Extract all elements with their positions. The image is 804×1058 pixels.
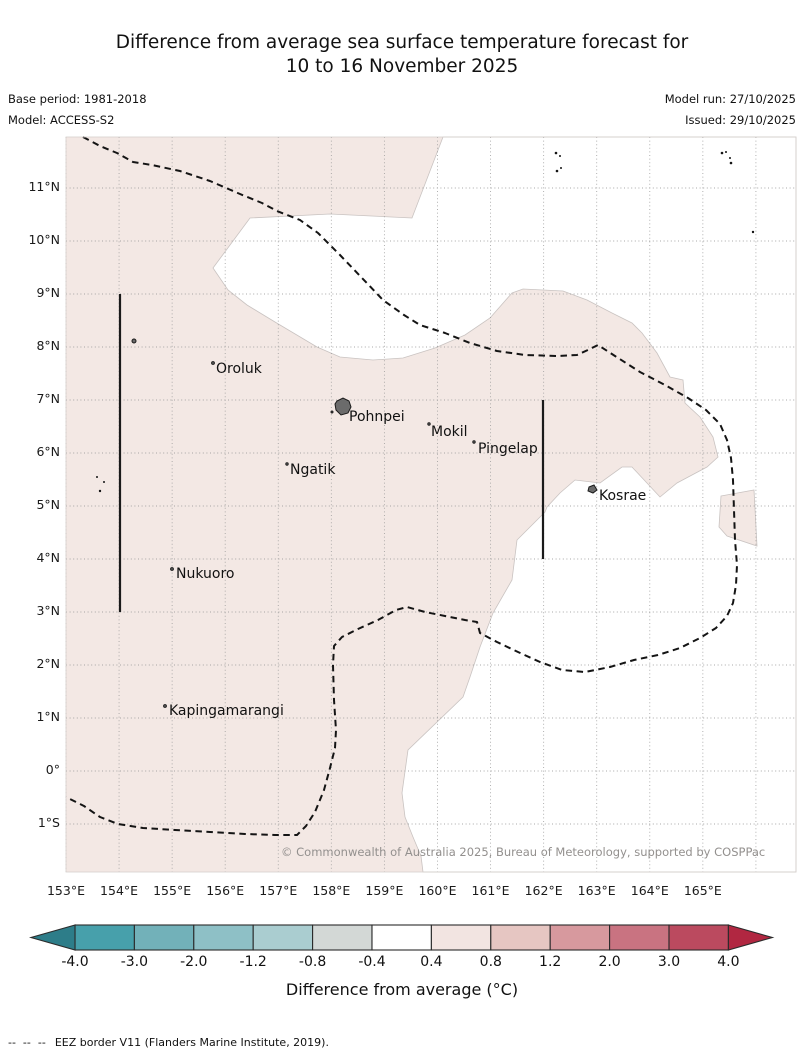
colorbar-segment — [252, 924, 314, 951]
colorbar-tick-label: -3.0 — [120, 954, 149, 970]
colorbar — [28, 924, 775, 951]
colorbar-left-arrow — [28, 924, 76, 951]
place-label-ngatik: Ngatik — [290, 462, 336, 478]
colorbar-tick-label: -0.4 — [358, 954, 386, 970]
ngatik-island — [285, 462, 289, 466]
colorbar-segment — [133, 924, 195, 951]
lon-tick-label: 155°E — [153, 883, 192, 898]
title-line-2: 10 to 16 November 2025 — [285, 56, 519, 77]
colorbar-segment — [193, 924, 254, 951]
colorbar-segment — [668, 924, 729, 951]
colorbar-tick-label: 0.4 — [420, 954, 443, 970]
lon-tick-label: 161°E — [471, 883, 510, 898]
copyright-note: © Commonwealth of Australia 2025, Bureau… — [281, 845, 766, 859]
nukuoro-island — [170, 567, 174, 571]
lat-tick-label: 9°N — [36, 285, 60, 300]
map-frame — [65, 136, 797, 873]
lat-tick-label: 11°N — [28, 179, 60, 194]
place-label-kapingamarangi: Kapingamarangi — [169, 703, 284, 719]
colorbar-segment — [490, 924, 551, 951]
lon-tick-label: 158°E — [312, 883, 351, 898]
model-run-label: Model run: 27/10/2025 — [664, 92, 796, 106]
pohnpei-islet — [330, 410, 334, 414]
lat-tick-label: 7°N — [36, 391, 60, 406]
colorbar-segment — [549, 924, 611, 951]
lat-tick-label: 5°N — [36, 497, 60, 512]
islands — [131, 338, 598, 708]
colorbar-segment — [312, 924, 373, 951]
lat-tick-label: 0° — [45, 762, 60, 777]
lon-tick-label: 165°E — [683, 883, 722, 898]
colorbar-tick-label: 3.0 — [657, 954, 681, 970]
lon-tick-label: 164°E — [630, 883, 669, 898]
lat-tick-label: 1°N — [36, 709, 60, 724]
colorbar-tick-label: -4.0 — [61, 954, 89, 970]
minto-reef-island — [131, 338, 137, 344]
kapingamarangi-island — [163, 704, 167, 708]
lat-tick-label: 10°N — [28, 232, 60, 247]
place-label-kosrae: Kosrae — [599, 488, 647, 504]
place-label-pohnpei: Pohnpei — [349, 409, 405, 425]
lat-tick-label: 3°N — [36, 603, 60, 618]
colorbar-tick-label: 0.8 — [479, 954, 502, 970]
lat-tick-label: 2°N — [36, 656, 60, 671]
eez-legend: -- -- -- EEZ border V11 (Flanders Marine … — [8, 1036, 329, 1049]
lon-tick-label: 162°E — [524, 883, 563, 898]
colorbar-tick-label: -2.0 — [180, 954, 208, 970]
white-anomaly-region — [212, 136, 797, 873]
colorbar-segment — [430, 924, 492, 951]
colorbar-tick-label: 1.2 — [539, 954, 562, 970]
pingelap-island — [472, 440, 476, 444]
eez-border-path — [65, 136, 738, 836]
eez-legend-text: EEZ border V11 (Flanders Marine Institut… — [54, 1036, 329, 1049]
model-label: Model: ACCESS-S2 — [8, 113, 115, 127]
lat-tick-label: 6°N — [36, 444, 60, 459]
pink-patch-region — [718, 489, 758, 547]
lon-tick-label: 163°E — [577, 883, 616, 898]
mokil-island — [427, 422, 431, 426]
place-label-nukuoro: Nukuoro — [176, 566, 235, 582]
lon-tick-label: 153°E — [46, 883, 85, 898]
place-label-pingelap: Pingelap — [478, 441, 538, 457]
lon-tick-label: 160°E — [418, 883, 457, 898]
title-line-1: Difference from average sea surface temp… — [115, 32, 689, 53]
colorbar-right-arrow — [727, 924, 775, 951]
lat-tick-label: 8°N — [36, 338, 60, 353]
lon-tick-label: 154°E — [100, 883, 139, 898]
colorbar-tick-label: 2.0 — [598, 954, 621, 970]
oroluk-island — [211, 361, 215, 365]
colorbar-segment — [371, 924, 432, 951]
lat-tick-label: 1°S — [37, 815, 60, 830]
place-label-mokil: Mokil — [431, 424, 468, 440]
lon-tick-label: 157°E — [259, 883, 298, 898]
eez-dash-sample: -- -- -- — [8, 1036, 46, 1049]
colorbar-tick-label: -1.2 — [239, 954, 267, 970]
pohnpei-island — [334, 397, 352, 416]
eez-border-fragments — [96, 151, 755, 493]
colorbar-tick-label: -0.8 — [298, 954, 327, 970]
colorbar-segment — [609, 924, 670, 951]
issued-label: Issued: 29/10/2025 — [685, 113, 796, 127]
lat-tick-label: 4°N — [36, 550, 60, 565]
colorbar-tick-label: 4.0 — [717, 954, 740, 970]
colorbar-label: Difference from average (°C) — [285, 980, 519, 999]
colorbar-segment — [74, 924, 135, 951]
page-title: Difference from average sea surface temp… — [0, 31, 804, 79]
base-period-label: Base period: 1981-2018 — [8, 92, 147, 106]
place-label-oroluk: Oroluk — [216, 361, 262, 377]
lon-tick-label: 159°E — [365, 883, 404, 898]
kosrae-island — [587, 484, 598, 494]
lon-tick-label: 156°E — [206, 883, 245, 898]
